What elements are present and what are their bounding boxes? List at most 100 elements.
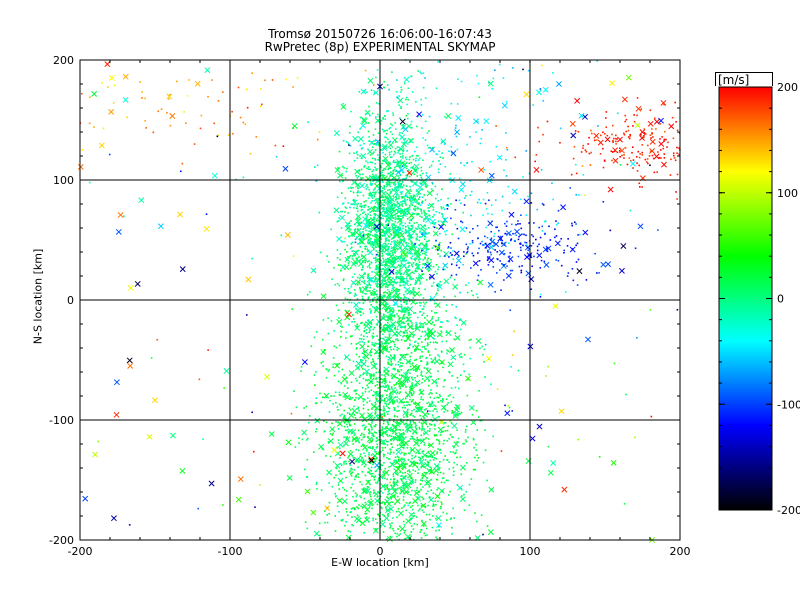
echo-dot-marker xyxy=(401,362,404,365)
echo-dot-marker xyxy=(380,326,383,329)
echo-dot-marker xyxy=(406,103,408,106)
echo-dot-marker xyxy=(407,487,409,489)
echo-dot-marker xyxy=(357,187,359,189)
echo-dot-marker xyxy=(401,254,403,257)
echo-dot-marker xyxy=(375,307,378,310)
echo-dot-marker xyxy=(423,244,426,247)
echo-dot-marker xyxy=(380,190,382,193)
echo-dot-marker xyxy=(336,505,339,507)
echo-dot-marker xyxy=(332,432,335,435)
echo-dot-marker xyxy=(667,141,669,144)
echo-dot-marker xyxy=(424,152,427,155)
echo-cross-marker xyxy=(420,462,427,469)
echo-dot-marker xyxy=(411,246,413,249)
echo-dot-marker xyxy=(475,131,477,134)
echo-dot-marker xyxy=(176,80,178,83)
echo-dot-marker xyxy=(447,246,450,248)
echo-dot-marker xyxy=(393,278,396,281)
echo-dot-marker xyxy=(349,396,351,399)
echo-dot-marker xyxy=(360,178,362,180)
echo-dot-marker xyxy=(383,400,386,402)
echo-dot-marker xyxy=(340,464,343,466)
echo-dot-marker xyxy=(420,169,423,172)
echo-dot-marker xyxy=(395,459,398,462)
echo-cross-marker xyxy=(459,226,466,233)
echo-dot-marker xyxy=(388,336,390,339)
echo-dot-marker xyxy=(398,370,401,373)
echo-dot-marker xyxy=(486,525,489,527)
echo-dot-marker xyxy=(452,474,455,476)
echo-dot-marker xyxy=(373,257,375,260)
echo-dot-marker xyxy=(455,317,457,320)
echo-dot-marker xyxy=(396,532,398,535)
echo-dot-marker xyxy=(239,116,242,119)
echo-dot-marker xyxy=(434,361,436,364)
echo-dot-marker xyxy=(467,378,470,381)
echo-dot-marker xyxy=(332,461,335,463)
echo-dot-marker xyxy=(659,138,661,140)
echo-dot-marker xyxy=(417,202,420,204)
echo-dot-marker xyxy=(444,255,446,257)
echo-dot-marker xyxy=(362,372,365,374)
echo-dot-marker xyxy=(452,445,454,448)
echo-cross-marker xyxy=(428,468,435,475)
echo-dot-marker xyxy=(449,173,452,175)
echo-dot-marker xyxy=(327,317,329,320)
echo-dot-marker xyxy=(432,337,434,339)
echo-dot-marker xyxy=(399,359,401,361)
echo-dot-marker xyxy=(350,246,353,249)
echo-dot-marker xyxy=(377,479,380,482)
echo-dot-marker xyxy=(415,370,417,373)
echo-dot-marker xyxy=(350,186,352,189)
echo-dot-marker xyxy=(366,485,369,488)
echo-cross-marker xyxy=(394,498,401,505)
echo-dot-marker xyxy=(384,308,386,310)
echo-dot-marker xyxy=(368,390,371,393)
echo-dot-marker xyxy=(408,403,410,406)
echo-dot-marker xyxy=(367,467,370,470)
echo-dot-marker xyxy=(385,349,388,352)
echo-dot-marker xyxy=(375,363,378,365)
echo-dot-marker xyxy=(360,209,363,212)
echo-dot-marker xyxy=(392,482,395,484)
echo-dot-marker xyxy=(612,139,614,142)
echo-dot-marker xyxy=(441,340,443,343)
echo-dot-marker xyxy=(381,381,383,384)
echo-dot-marker xyxy=(399,429,402,431)
echo-cross-marker xyxy=(438,223,445,230)
echo-cross-marker xyxy=(402,126,409,133)
echo-dot-marker xyxy=(488,256,491,258)
echo-dot-marker xyxy=(406,395,409,398)
echo-dot-marker xyxy=(412,297,415,299)
echo-dot-marker xyxy=(384,272,386,275)
echo-dot-marker xyxy=(410,393,413,395)
echo-dot-marker xyxy=(431,419,433,422)
echo-dot-marker xyxy=(379,286,382,289)
echo-dot-marker xyxy=(651,132,653,134)
echo-dot-marker xyxy=(382,333,384,336)
echo-cross-marker xyxy=(415,448,422,455)
echo-dot-marker xyxy=(603,132,606,135)
echo-dot-marker xyxy=(380,506,382,508)
echo-cross-marker xyxy=(419,247,426,254)
echo-dot-marker xyxy=(506,220,508,223)
echo-dot-marker xyxy=(377,143,380,146)
echo-dot-marker xyxy=(434,356,437,359)
echo-dot-marker xyxy=(373,431,376,433)
echo-dot-marker xyxy=(407,87,410,90)
echo-dot-marker xyxy=(380,490,382,493)
echo-dot-marker xyxy=(469,194,472,197)
echo-dot-marker xyxy=(418,275,420,277)
echo-dot-marker xyxy=(415,190,418,192)
echo-dot-marker xyxy=(411,263,413,266)
echo-dot-marker xyxy=(414,479,417,481)
echo-dot-marker xyxy=(343,488,346,491)
echo-dot-marker xyxy=(405,244,408,246)
echo-dot-marker xyxy=(362,373,364,376)
echo-dot-marker xyxy=(404,356,406,358)
echo-dot-marker xyxy=(382,261,384,264)
echo-dot-marker xyxy=(380,217,382,219)
echo-dot-marker xyxy=(433,397,436,399)
echo-dot-marker xyxy=(416,302,418,304)
echo-dot-marker xyxy=(378,221,381,223)
